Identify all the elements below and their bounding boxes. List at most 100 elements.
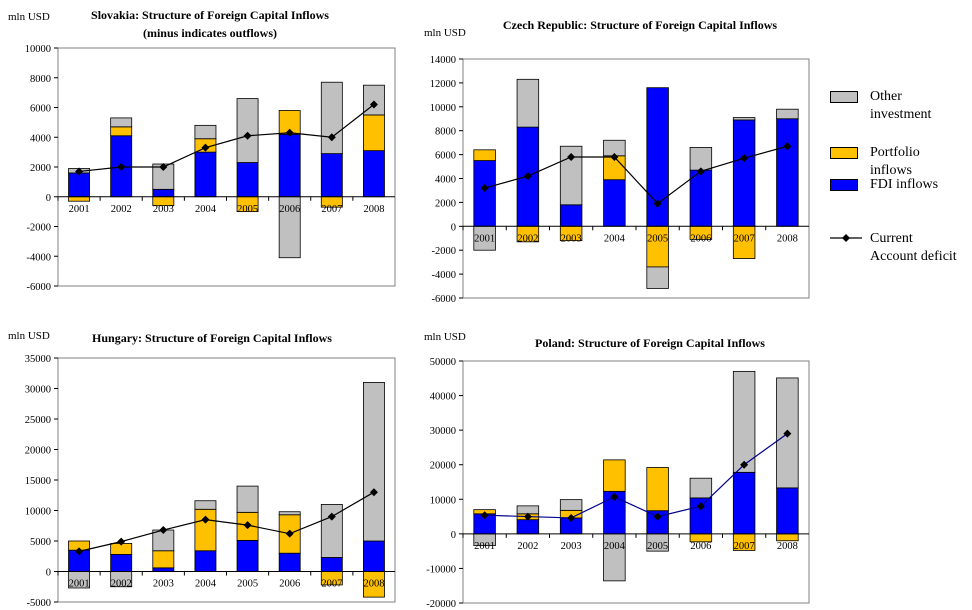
point-current-account [523, 172, 532, 181]
bar-fdi [110, 554, 133, 572]
x-tick-label: 2007 [321, 204, 342, 215]
y-tick-label: 14000 [430, 55, 456, 66]
bar-portfolio [776, 533, 799, 542]
plot-area [462, 58, 810, 299]
bar-fdi [473, 160, 496, 227]
x-tick-label: 2001 [474, 541, 495, 552]
x-tick-label: 2008 [777, 541, 798, 552]
y-tick-label: 40000 [430, 392, 456, 403]
bar-fdi [278, 133, 301, 198]
bar-other-investment [363, 382, 385, 542]
x-tick-label: 2007 [321, 579, 342, 590]
bar-other-investment [689, 477, 713, 499]
y-tick-label: -4000 [432, 270, 457, 281]
point-current-account [117, 163, 126, 171]
y-tick-label: 5000 [30, 537, 51, 548]
bar-portfolio [68, 196, 90, 202]
point-current-account [243, 521, 252, 530]
y-tick-label: 35000 [25, 354, 51, 365]
y-tick-label: -4000 [27, 252, 52, 263]
x-tick-label: 2004 [604, 233, 626, 244]
bar-fdi [68, 172, 90, 198]
y-tick-label: 0 [451, 222, 456, 233]
y-tick-label: 20000 [430, 461, 456, 472]
plot-area [57, 47, 396, 287]
poland-chart: Poland: Structure of Foreign Capital Inf… [424, 331, 810, 610]
point-current-account [696, 502, 705, 511]
bar-other-investment [559, 145, 583, 206]
y-tick-label: 30000 [25, 385, 51, 396]
bar-fdi [152, 188, 175, 198]
point-current-account [75, 547, 84, 556]
series-line-current-account [78, 491, 375, 552]
chart-title: Czech Republic: Structure of Foreign Cap… [503, 18, 778, 32]
y-tick-label: 2000 [435, 198, 456, 209]
bar-portfolio [603, 459, 626, 492]
bar-other-investment [516, 78, 540, 128]
x-tick-label: 2002 [111, 579, 132, 590]
bar-portfolio [110, 126, 133, 137]
x-tick-label: 2001 [69, 204, 90, 215]
chart-title: Hungary: Structure of Foreign Capital In… [92, 331, 332, 345]
y-tick-label: -2000 [27, 223, 52, 234]
point-current-account [480, 511, 489, 520]
y-axis-label: mln USD [8, 11, 50, 23]
x-tick-label: 2005 [237, 579, 258, 590]
x-tick-label: 2002 [517, 233, 538, 244]
y-tick-label: -5000 [27, 598, 52, 609]
point-current-account [610, 152, 619, 161]
y-tick-label: -6000 [27, 282, 52, 293]
bar-fdi [689, 169, 713, 227]
point-current-account [610, 492, 619, 501]
point-current-account [783, 142, 792, 151]
point-current-account [369, 100, 378, 109]
series-line-current-account [78, 104, 375, 173]
y-tick-label: 10000 [430, 103, 456, 114]
czech-chart: Czech Republic: Structure of Foreign Cap… [424, 18, 810, 305]
point-current-account [201, 515, 210, 524]
point-current-account [696, 167, 705, 176]
y-tick-label: 10000 [25, 44, 51, 55]
y-tick-label: -2000 [432, 246, 457, 257]
y-tick-label: 10000 [430, 495, 456, 506]
point-current-account [75, 167, 84, 176]
y-tick-label: 8000 [435, 127, 456, 138]
point-current-account [480, 184, 489, 193]
bar-fdi [194, 550, 217, 572]
plot-area [462, 360, 810, 604]
bar-portfolio [646, 467, 669, 512]
bar-other-investment [559, 499, 583, 511]
bar-other-investment [194, 124, 217, 140]
point-current-account [243, 131, 252, 140]
y-tick-label: -20000 [426, 599, 456, 610]
hungary-chart: Hungary: Structure of Foreign Capital In… [8, 330, 396, 609]
legend-label: FDI inflows [870, 177, 939, 192]
y-tick-label: 20000 [25, 446, 51, 457]
point-current-account [327, 133, 336, 142]
bar-fdi [320, 557, 343, 572]
bar-portfolio [363, 114, 385, 152]
chart-subtitle: (minus indicates outflows) [143, 26, 277, 40]
point-current-account [159, 526, 168, 535]
bar-portfolio [473, 149, 496, 161]
x-tick-label: 2001 [69, 579, 90, 590]
point-current-account [201, 143, 210, 152]
x-tick-label: 2004 [604, 541, 626, 552]
x-tick-label: 2006 [279, 579, 300, 590]
bar-fdi [320, 153, 343, 198]
x-tick-label: 2006 [690, 233, 711, 244]
legend-line-marker-icon [830, 234, 862, 242]
y-tick-label: 2000 [30, 163, 51, 174]
bar-fdi [776, 487, 799, 535]
point-current-account [285, 529, 294, 538]
legend-label: Account deficit [870, 249, 957, 264]
bar-other-investment [363, 84, 385, 116]
bar-other-investment [646, 266, 669, 289]
bar-fdi [732, 471, 756, 535]
bar-other-investment [689, 147, 713, 171]
bar-fdi [236, 162, 259, 198]
y-axis-label: mln USD [424, 331, 466, 343]
point-current-account [285, 128, 294, 137]
y-tick-label: 12000 [430, 79, 456, 90]
x-tick-label: 2008 [363, 579, 384, 590]
